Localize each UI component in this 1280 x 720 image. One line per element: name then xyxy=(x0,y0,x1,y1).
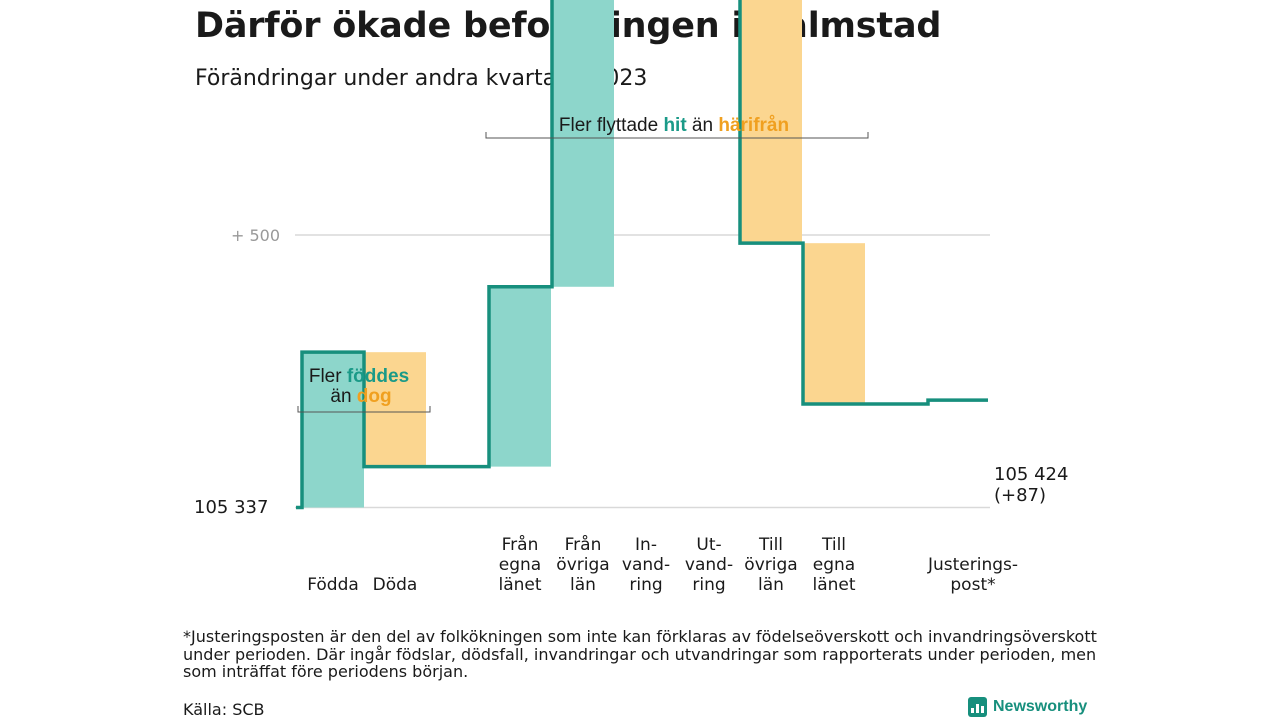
newsworthy-icon xyxy=(968,697,987,717)
x-category-label: ring xyxy=(629,575,662,595)
x-category-label: egna xyxy=(499,555,541,575)
x-category-label: vand- xyxy=(685,555,733,575)
y-tick-label: + 500 xyxy=(231,226,280,245)
cumulative-step-line xyxy=(296,0,988,510)
x-category-label: ring xyxy=(692,575,725,595)
annotation-part: Fler xyxy=(309,366,347,387)
x-category-label: länet xyxy=(498,575,541,595)
x-category-label: Till xyxy=(821,535,846,555)
x-category-label: Döda xyxy=(373,575,418,595)
annotation-part: än xyxy=(330,386,356,407)
annotation-bracket xyxy=(485,132,869,139)
x-category-label: övriga xyxy=(744,555,797,575)
annotation-part: hit xyxy=(663,115,687,136)
x-category-label: post* xyxy=(950,575,995,595)
x-category-label: Till xyxy=(758,535,783,555)
waterfall-bar xyxy=(364,352,426,467)
x-category-label: övriga xyxy=(556,555,609,575)
x-category-label: vand- xyxy=(622,555,670,575)
end-value-label: 105 424 xyxy=(994,464,1068,485)
brand-logo[interactable]: Newsworthy xyxy=(968,697,1087,717)
annotation-part: föddes xyxy=(347,366,409,387)
x-category-label: län xyxy=(758,575,784,595)
annotation-part: dog xyxy=(357,386,392,407)
waterfall-bar xyxy=(302,352,364,508)
annotation-part: härifrån xyxy=(718,115,789,136)
waterfall-bar xyxy=(489,286,551,467)
waterfall-bar xyxy=(803,243,865,404)
x-category-label: Justerings- xyxy=(927,555,1018,575)
annotation-births-line1: Fler föddes xyxy=(309,366,409,387)
footnote: *Justeringsposten är den del av folkökni… xyxy=(183,627,1097,681)
brand-name: Newsworthy xyxy=(993,698,1088,715)
waterfall-bar xyxy=(740,0,802,244)
x-category-label: Från xyxy=(565,534,602,555)
end-change-label: (+87) xyxy=(994,485,1046,506)
source-note: Källa: SCB xyxy=(183,700,265,719)
x-category-label: egna xyxy=(813,555,855,575)
x-category-label: Från xyxy=(502,534,539,555)
waterfall-bar xyxy=(552,0,614,287)
annotation-part: Fler flyttade xyxy=(559,115,664,136)
start-value-label: 105 337 xyxy=(194,497,268,518)
annotation-bracket xyxy=(297,406,431,413)
annotation-births-line2: än dog xyxy=(330,386,391,407)
annotation-part: än xyxy=(687,115,719,136)
annotation-migration: Fler flyttade hit än härifrån xyxy=(559,115,789,136)
x-category-label: län xyxy=(570,575,596,595)
x-category-label: Födda xyxy=(307,575,359,595)
x-category-label: länet xyxy=(812,575,855,595)
x-category-label: Ut- xyxy=(696,535,721,555)
x-category-label: In- xyxy=(635,535,657,555)
